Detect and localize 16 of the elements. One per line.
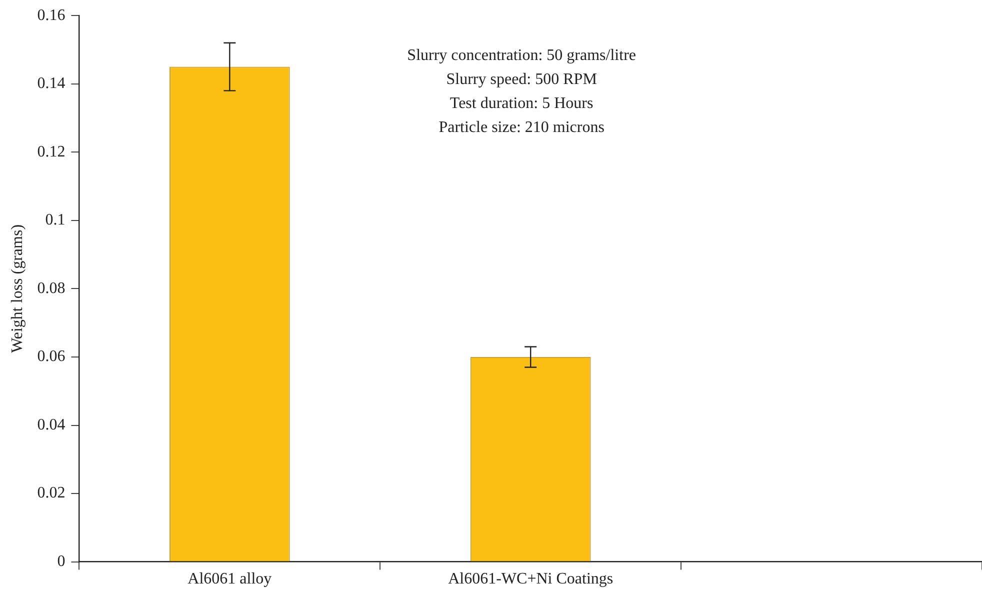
annotation: Particle size: 210 microns <box>438 118 604 136</box>
annotation: Slurry concentration: 50 grams/litre <box>407 46 636 64</box>
annotation: Slurry speed: 500 RPM <box>446 70 597 88</box>
y-tick-label: 0.06 <box>37 348 66 366</box>
x-tick-label: Al6061-WC+Ni Coatings <box>448 570 614 588</box>
y-tick-label: 0 <box>57 553 66 570</box>
y-tick-label: 0.02 <box>37 484 66 502</box>
y-axis-title: Weight loss (grams) <box>8 224 26 353</box>
y-tick-label: 0.12 <box>37 143 66 160</box>
y-tick-label: 0.1 <box>45 212 66 229</box>
y-tick-label: 0.14 <box>37 75 66 92</box>
annotation: Test duration: 5 Hours <box>450 94 594 112</box>
y-tick-label: 0.08 <box>37 280 66 297</box>
y-tick-label: 0.16 <box>37 6 66 24</box>
x-tick-label: Al6061 alloy <box>188 570 272 588</box>
y-tick-label: 0.04 <box>37 416 66 434</box>
